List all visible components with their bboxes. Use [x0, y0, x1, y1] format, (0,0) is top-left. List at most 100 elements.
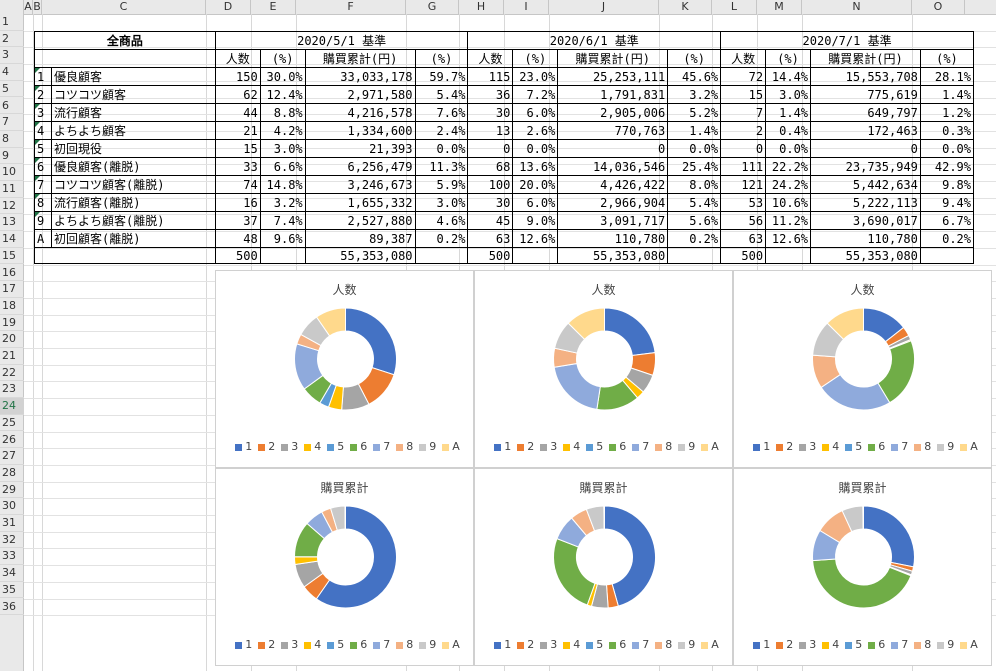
- value-cell[interactable]: 4.2%: [259, 121, 306, 140]
- segment-code-cell[interactable]: A: [34, 229, 52, 248]
- total-amount-cell[interactable]: 55,353,080: [304, 247, 416, 264]
- value-cell[interactable]: 7.4%: [259, 211, 306, 230]
- segment-code-cell[interactable]: 1: [34, 67, 52, 86]
- pie-chart-5[interactable]: 購買累計 1 2 3 4 5 6 7 8 9 A: [474, 468, 733, 666]
- value-cell[interactable]: 6.7%: [919, 211, 975, 230]
- column-header-m[interactable]: M: [757, 0, 802, 14]
- column-header-l[interactable]: L: [712, 0, 757, 14]
- value-cell[interactable]: 5.6%: [667, 211, 722, 230]
- slice-1[interactable]: [863, 505, 915, 568]
- segment-code-cell[interactable]: 6: [34, 157, 52, 176]
- segment-code-cell[interactable]: 9: [34, 211, 52, 230]
- blank-header-cell[interactable]: [34, 49, 216, 68]
- value-cell[interactable]: 14.8%: [259, 175, 306, 194]
- value-cell[interactable]: 1.4%: [765, 103, 812, 122]
- value-cell[interactable]: 0.4%: [765, 121, 812, 140]
- segment-code-cell[interactable]: 5: [34, 139, 52, 158]
- value-cell[interactable]: 5,442,634: [810, 175, 921, 194]
- row-header-24[interactable]: 24: [0, 398, 24, 415]
- subheader-cell[interactable]: (%): [667, 49, 722, 68]
- value-cell[interactable]: 5,222,113: [810, 193, 921, 212]
- total-amount-cell[interactable]: 55,353,080: [557, 247, 669, 264]
- value-cell[interactable]: 45: [467, 211, 514, 230]
- blank-cell[interactable]: [414, 247, 469, 264]
- segment-code-cell[interactable]: 4: [34, 121, 52, 140]
- subheader-cell[interactable]: 人数: [720, 49, 767, 68]
- value-cell[interactable]: 3,091,717: [557, 211, 669, 230]
- value-cell[interactable]: 45.6%: [667, 67, 722, 86]
- value-cell[interactable]: 13.6%: [512, 157, 559, 176]
- column-header-o[interactable]: O: [912, 0, 965, 14]
- value-cell[interactable]: 770,763: [557, 121, 669, 140]
- blank-cell[interactable]: [765, 247, 812, 264]
- value-cell[interactable]: 0.0%: [765, 139, 812, 158]
- row-header-34[interactable]: 34: [0, 565, 24, 582]
- value-cell[interactable]: 172,463: [810, 121, 921, 140]
- segment-code-cell[interactable]: 2: [34, 85, 52, 104]
- value-cell[interactable]: 28.1%: [919, 67, 975, 86]
- value-cell[interactable]: 111: [720, 157, 767, 176]
- value-cell[interactable]: 12.6%: [765, 229, 812, 248]
- slice-A[interactable]: [603, 505, 605, 530]
- value-cell[interactable]: 3,246,673: [304, 175, 416, 194]
- value-cell[interactable]: 23,735,949: [810, 157, 921, 176]
- value-cell[interactable]: 9.4%: [919, 193, 975, 212]
- pie-chart-4[interactable]: 購買累計 1 2 3 4 5 6 7 8 9 A: [215, 468, 474, 666]
- corner-label-cell[interactable]: 全商品: [34, 31, 216, 50]
- row-header-17[interactable]: 17: [0, 281, 24, 298]
- value-cell[interactable]: 20.0%: [512, 175, 559, 194]
- segment-code-cell[interactable]: 8: [34, 193, 52, 212]
- slice-A[interactable]: [315, 307, 346, 337]
- value-cell[interactable]: 30: [467, 103, 514, 122]
- value-cell[interactable]: 2,905,006: [557, 103, 669, 122]
- value-cell[interactable]: 3,690,017: [810, 211, 921, 230]
- column-header-f[interactable]: F: [296, 0, 406, 14]
- value-cell[interactable]: 1,655,332: [304, 193, 416, 212]
- value-cell[interactable]: 30.0%: [259, 67, 306, 86]
- row-header-32[interactable]: 32: [0, 532, 24, 549]
- value-cell[interactable]: 0.0%: [667, 139, 722, 158]
- value-cell[interactable]: 8.8%: [259, 103, 306, 122]
- column-header-n[interactable]: N: [802, 0, 912, 14]
- value-cell[interactable]: 23.0%: [512, 67, 559, 86]
- row-header-1[interactable]: 1: [0, 14, 24, 31]
- row-header-3[interactable]: 3: [0, 47, 24, 65]
- row-header-35[interactable]: 35: [0, 582, 24, 599]
- value-cell[interactable]: 2.6%: [512, 121, 559, 140]
- subheader-cell[interactable]: 購買累計(円): [304, 49, 416, 68]
- value-cell[interactable]: 9.8%: [919, 175, 975, 194]
- value-cell[interactable]: 0: [810, 139, 921, 158]
- subheader-cell[interactable]: (%): [765, 49, 812, 68]
- slice-1[interactable]: [604, 307, 656, 357]
- value-cell[interactable]: 6.0%: [512, 103, 559, 122]
- segment-name-cell[interactable]: よちよち顧客(離脱): [50, 211, 216, 230]
- row-header-7[interactable]: 7: [0, 114, 24, 131]
- column-header-j[interactable]: J: [549, 0, 659, 14]
- select-all-corner[interactable]: [0, 0, 24, 14]
- value-cell[interactable]: 110,780: [810, 229, 921, 248]
- subheader-cell[interactable]: (%): [512, 49, 559, 68]
- value-cell[interactable]: 0.0%: [414, 139, 469, 158]
- row-header-13[interactable]: 13: [0, 214, 24, 232]
- value-cell[interactable]: 2: [720, 121, 767, 140]
- value-cell[interactable]: 25,253,111: [557, 67, 669, 86]
- value-cell[interactable]: 110,780: [557, 229, 669, 248]
- value-cell[interactable]: 2.4%: [414, 121, 469, 140]
- period-header-1[interactable]: 2020/5/1 基準: [214, 31, 469, 50]
- slice-A[interactable]: [826, 307, 864, 341]
- row-header-36[interactable]: 36: [0, 599, 24, 616]
- value-cell[interactable]: 5.2%: [667, 103, 722, 122]
- value-cell[interactable]: 649,797: [810, 103, 921, 122]
- row-header-30[interactable]: 30: [0, 498, 24, 515]
- value-cell[interactable]: 21,393: [304, 139, 416, 158]
- segment-name-cell[interactable]: よちよち顧客: [50, 121, 216, 140]
- value-cell[interactable]: 6.6%: [259, 157, 306, 176]
- value-cell[interactable]: 13: [467, 121, 514, 140]
- segment-name-cell[interactable]: 流行顧客: [50, 103, 216, 122]
- row-header-28[interactable]: 28: [0, 465, 24, 482]
- value-cell[interactable]: 10.6%: [765, 193, 812, 212]
- value-cell[interactable]: 1,334,600: [304, 121, 416, 140]
- blank-cell[interactable]: [667, 247, 722, 264]
- value-cell[interactable]: 15: [214, 139, 261, 158]
- segment-code-cell[interactable]: 3: [34, 103, 52, 122]
